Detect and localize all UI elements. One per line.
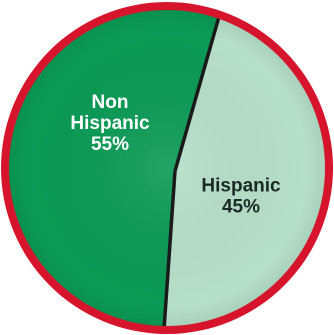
divider-layer bbox=[162, 18, 221, 327]
pie-shade bbox=[9, 10, 325, 326]
slice-label-0-line-2: 55% bbox=[91, 134, 129, 155]
slice-label-1-line-0: Hispanic bbox=[201, 176, 281, 197]
slice-label-0-line-1: Hispanic bbox=[70, 113, 150, 134]
pie-divider-line-1 bbox=[173, 18, 221, 172]
pie-divider-line-2 bbox=[162, 170, 177, 327]
slice-label-0-line-0: Non bbox=[92, 92, 129, 113]
slice-label-1-line-1: 45% bbox=[222, 197, 260, 218]
